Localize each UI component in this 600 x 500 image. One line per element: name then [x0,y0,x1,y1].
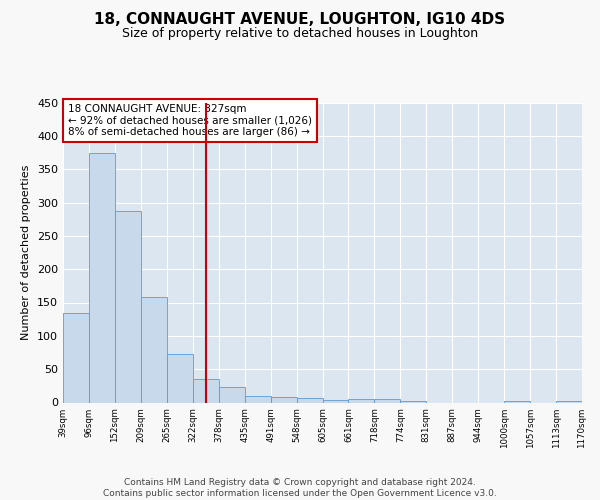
Text: 18 CONNAUGHT AVENUE: 327sqm
← 92% of detached houses are smaller (1,026)
8% of s: 18 CONNAUGHT AVENUE: 327sqm ← 92% of det… [68,104,312,137]
Bar [556,400,582,402]
Bar [245,396,271,402]
Bar [271,397,296,402]
Bar [219,386,245,402]
Bar [374,399,400,402]
Bar [193,378,218,402]
Bar [296,398,323,402]
Y-axis label: Number of detached properties: Number of detached properties [22,165,31,340]
Bar [504,400,530,402]
Bar [323,400,349,402]
Bar [400,400,426,402]
Text: Contains HM Land Registry data © Crown copyright and database right 2024.
Contai: Contains HM Land Registry data © Crown c… [103,478,497,498]
Text: Size of property relative to detached houses in Loughton: Size of property relative to detached ho… [122,28,478,40]
Bar [167,354,193,403]
Bar [141,297,167,403]
Bar [115,211,141,402]
Bar [89,152,115,402]
Bar [63,312,89,402]
Text: 18, CONNAUGHT AVENUE, LOUGHTON, IG10 4DS: 18, CONNAUGHT AVENUE, LOUGHTON, IG10 4DS [94,12,506,28]
Bar [349,399,374,402]
